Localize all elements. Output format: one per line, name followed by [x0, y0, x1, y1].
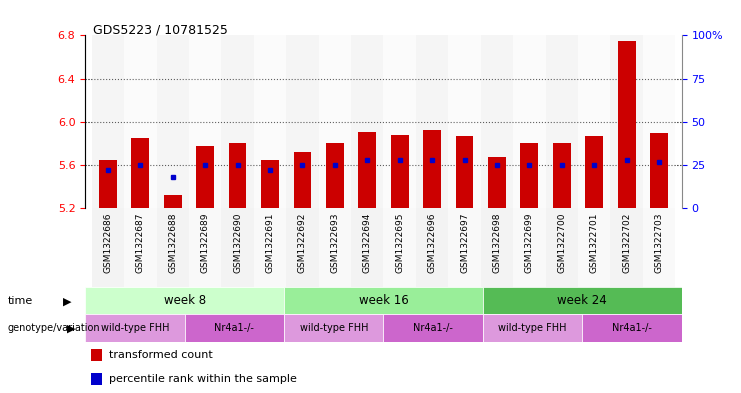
Bar	[384, 208, 416, 287]
Bar	[416, 208, 448, 287]
Text: wild-type FHH: wild-type FHH	[299, 323, 368, 333]
Bar	[156, 208, 189, 287]
Text: transformed count: transformed count	[109, 350, 213, 360]
Bar	[481, 208, 513, 287]
Bar	[448, 35, 481, 208]
Text: GSM1322690: GSM1322690	[233, 212, 242, 273]
Text: GSM1322689: GSM1322689	[201, 212, 210, 273]
Text: Nr4a1-/-: Nr4a1-/-	[413, 323, 453, 333]
Text: week 24: week 24	[557, 294, 607, 307]
Bar	[643, 208, 675, 287]
Bar	[545, 208, 578, 287]
Text: Nr4a1-/-: Nr4a1-/-	[214, 323, 254, 333]
Bar	[222, 208, 253, 287]
Bar	[261, 160, 279, 208]
Bar	[189, 35, 222, 208]
Bar	[488, 158, 506, 208]
Text: wild-type FHH: wild-type FHH	[101, 323, 169, 333]
Bar	[131, 138, 149, 208]
Text: ▶: ▶	[67, 324, 75, 334]
Text: GDS5223 / 10781525: GDS5223 / 10781525	[93, 24, 227, 37]
Text: GSM1322703: GSM1322703	[654, 212, 663, 273]
Text: GSM1322694: GSM1322694	[363, 212, 372, 273]
Text: GSM1322696: GSM1322696	[428, 212, 436, 273]
Text: percentile rank within the sample: percentile rank within the sample	[109, 374, 297, 384]
Bar	[326, 143, 344, 208]
Bar	[253, 208, 286, 287]
Bar	[391, 135, 408, 208]
Bar	[319, 208, 351, 287]
Text: GSM1322688: GSM1322688	[168, 212, 177, 273]
Bar	[351, 208, 384, 287]
Text: week 8: week 8	[164, 294, 206, 307]
Bar	[319, 35, 351, 208]
Bar	[481, 35, 513, 208]
Bar	[156, 35, 189, 208]
Bar	[99, 160, 117, 208]
Bar	[185, 314, 284, 342]
Bar	[611, 208, 643, 287]
Bar	[286, 35, 319, 208]
Bar	[384, 314, 483, 342]
Bar	[456, 136, 473, 208]
Text: Nr4a1-/-: Nr4a1-/-	[612, 323, 652, 333]
Bar	[582, 314, 682, 342]
Bar	[196, 145, 214, 208]
Text: GSM1322686: GSM1322686	[104, 212, 113, 273]
Bar	[650, 132, 668, 208]
Bar	[618, 41, 636, 208]
Bar	[351, 35, 384, 208]
Bar	[578, 35, 611, 208]
Bar	[483, 314, 582, 342]
Bar	[284, 314, 384, 342]
Bar	[384, 35, 416, 208]
Bar	[284, 287, 483, 314]
Bar	[520, 143, 538, 208]
Text: GSM1322698: GSM1322698	[493, 212, 502, 273]
Bar	[416, 35, 448, 208]
Text: GSM1322701: GSM1322701	[590, 212, 599, 273]
Text: GSM1322695: GSM1322695	[395, 212, 404, 273]
Bar	[189, 208, 222, 287]
Text: GSM1322702: GSM1322702	[622, 212, 631, 273]
Bar	[253, 35, 286, 208]
Bar	[513, 35, 545, 208]
Text: GSM1322699: GSM1322699	[525, 212, 534, 273]
Bar	[91, 349, 102, 361]
Bar	[85, 314, 185, 342]
Text: GSM1322687: GSM1322687	[136, 212, 144, 273]
Bar	[483, 287, 682, 314]
Bar	[553, 143, 571, 208]
Bar	[585, 136, 603, 208]
Bar	[222, 35, 253, 208]
Bar	[229, 143, 247, 208]
Text: GSM1322693: GSM1322693	[330, 212, 339, 273]
Text: wild-type FHH: wild-type FHH	[499, 323, 567, 333]
Bar	[124, 208, 156, 287]
Text: GSM1322691: GSM1322691	[265, 212, 274, 273]
Bar	[359, 132, 376, 208]
Text: week 16: week 16	[359, 294, 408, 307]
Bar	[545, 35, 578, 208]
Bar	[92, 35, 124, 208]
Bar	[611, 35, 642, 208]
Bar	[91, 373, 102, 385]
Bar	[293, 152, 311, 208]
Bar	[164, 195, 182, 208]
Text: GSM1322700: GSM1322700	[557, 212, 566, 273]
Text: GSM1322697: GSM1322697	[460, 212, 469, 273]
Bar	[448, 208, 481, 287]
Bar	[423, 130, 441, 208]
Text: genotype/variation: genotype/variation	[7, 323, 100, 333]
Bar	[92, 208, 124, 287]
Bar	[513, 208, 545, 287]
Bar	[578, 208, 611, 287]
Bar	[642, 35, 675, 208]
Text: time: time	[7, 296, 33, 306]
Text: ▶: ▶	[63, 296, 71, 307]
Text: GSM1322692: GSM1322692	[298, 212, 307, 273]
Bar	[124, 35, 156, 208]
Bar	[286, 208, 319, 287]
Bar	[85, 287, 284, 314]
